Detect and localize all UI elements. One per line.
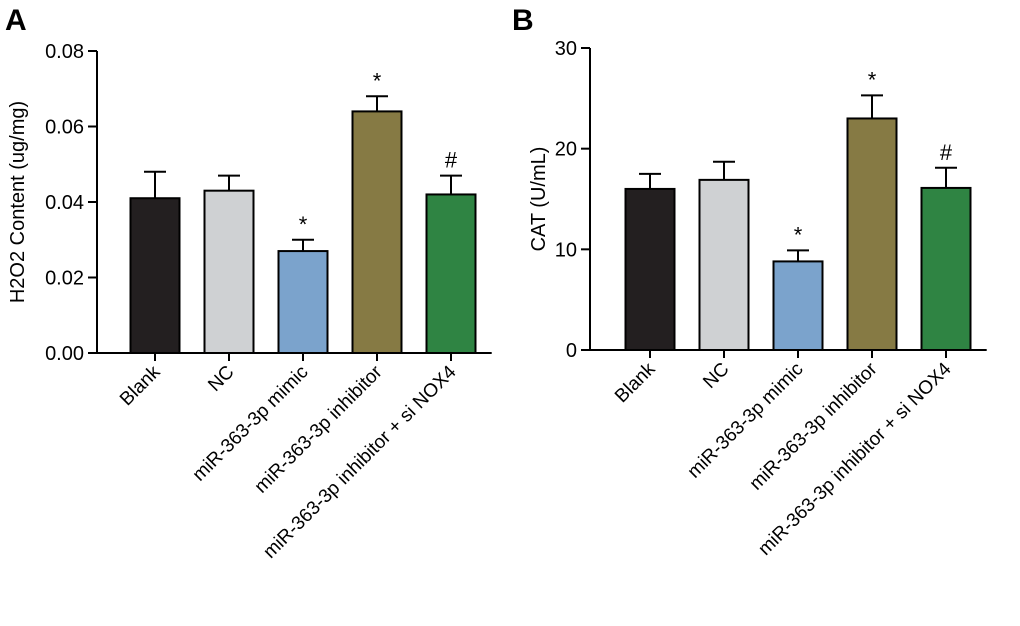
bar: [624, 187, 676, 351]
category-label: miR-363-3p inhibitor: [746, 358, 882, 494]
y-tick-label: 30: [555, 38, 577, 60]
significance-marker: *: [868, 67, 877, 92]
bar: [203, 189, 255, 354]
category-label: Blank: [116, 361, 165, 410]
bar: [351, 110, 403, 355]
bar: [277, 250, 329, 354]
y-axis-title: H2O2 Content (ug/mg): [7, 101, 29, 303]
bar: [846, 117, 898, 352]
category-label: Blank: [611, 358, 660, 407]
panel-label: A: [5, 4, 27, 37]
significance-marker: *: [794, 222, 803, 247]
significance-marker: #: [445, 148, 458, 173]
bar: [425, 193, 477, 354]
significance-marker: #: [940, 140, 953, 165]
bar: [920, 186, 972, 351]
category-label: miR-363-3p inhibitor: [251, 361, 387, 497]
bar: [698, 178, 750, 351]
y-tick-label: 0.08: [45, 41, 84, 63]
significance-marker: *: [299, 212, 308, 237]
bar: [772, 260, 824, 351]
y-tick-label: 0.00: [45, 343, 84, 365]
bar: [129, 197, 181, 354]
y-tick-label: 10: [555, 239, 577, 261]
y-tick-label: 0.06: [45, 117, 84, 139]
category-label: NC: [204, 362, 238, 396]
y-axis-title: CAT (U/mL): [528, 147, 550, 252]
y-tick-label: 0: [566, 340, 577, 362]
y-tick-label: 0.04: [45, 192, 84, 214]
y-tick-label: 20: [555, 139, 577, 161]
category-label: NC: [699, 359, 733, 393]
significance-marker: *: [373, 68, 382, 93]
panel-a: A 0.00 0.02 0.04 0.06 0.08 H2O2 Content (ug/mg…: [5, 4, 492, 563]
y-tick-label: 0.02: [45, 268, 84, 290]
panel-label: B: [512, 4, 534, 37]
